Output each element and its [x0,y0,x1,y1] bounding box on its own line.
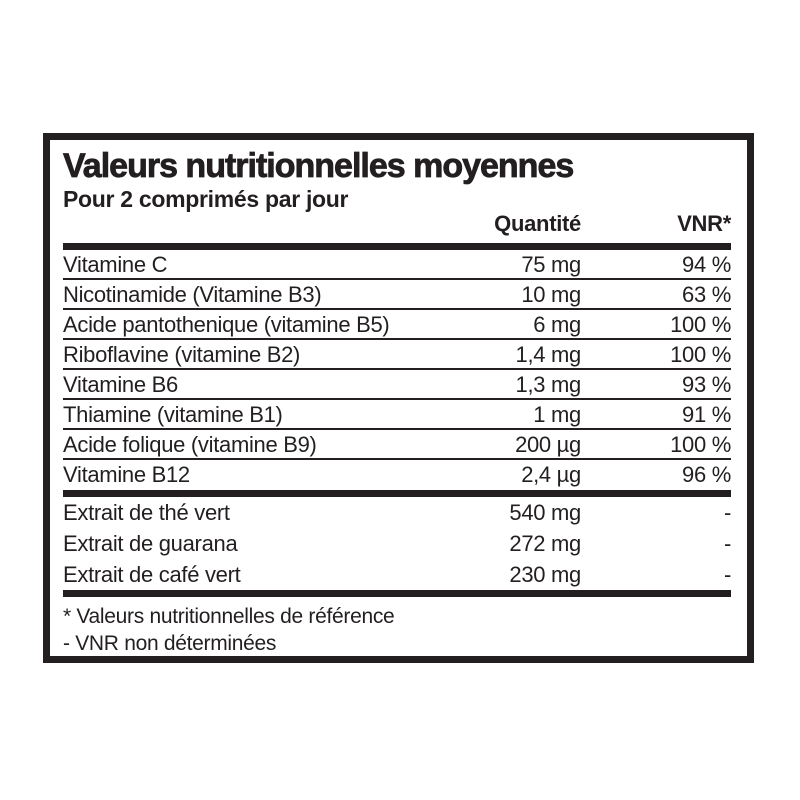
table-row: Vitamine B6 1,3 mg 93 % [63,370,731,401]
row-quantity: 10 mg [521,282,581,308]
table-row: Acide pantothenique (vitamine B5) 6 mg 1… [63,310,731,341]
row-quantity: 2,4 µg [521,462,581,488]
row-label: Acide pantothenique (vitamine B5) [63,312,390,338]
row-label: Riboflavine (vitamine B2) [63,342,301,368]
row-label: Extrait de thé vert [63,500,230,526]
row-quantity: 540 mg [509,500,581,526]
row-label: Thiamine (vitamine B1) [63,402,283,428]
row-quantity: 1,3 mg [515,372,582,398]
table-row: Acide folique (vitamine B9) 200 µg 100 % [63,430,731,461]
row-label: Nicotinamide (Vitamine B3) [63,282,322,308]
footnotes: * Valeurs nutritionnelles de référence -… [63,603,731,656]
row-vnr: 100 % [670,312,731,338]
row-label: Vitamine B6 [63,372,178,398]
table-row: Thiamine (vitamine B1) 1 mg 91 % [63,400,731,431]
column-header-vnr: VNR* [677,211,731,237]
nutrition-label-box: Valeurs nutritionnelles moyennes Pour 2 … [43,133,754,663]
table-row: Extrait de thé vert 540 mg - [63,497,731,528]
column-header-quantity: Quantité [494,211,581,237]
table-row: Extrait de guarana 272 mg - [63,528,731,559]
footnote-reference: * Valeurs nutritionnelles de référence [63,605,395,629]
row-vnr: 63 % [682,282,731,308]
label-subtitle: Pour 2 comprimés par jour [63,186,349,213]
table-row: Nicotinamide (Vitamine B3) 10 mg 63 % [63,280,731,311]
row-vnr: 100 % [670,432,731,458]
label-title: Valeurs nutritionnelles moyennes [63,147,575,186]
divider-vitamins-extracts [63,490,731,498]
divider-extracts-footnotes [63,590,731,598]
row-quantity: 1,4 mg [515,342,582,368]
row-quantity: 75 mg [521,252,581,278]
table-header-row: Quantité VNR* [63,212,731,236]
table-row: Vitamine C 75 mg 94 % [63,250,731,281]
row-vnr: - [723,500,731,526]
table-row: Riboflavine (vitamine B2) 1,4 mg 100 % [63,340,731,371]
row-vnr: 91 % [682,402,731,428]
row-label: Acide folique (vitamine B9) [63,432,317,458]
row-vnr: 96 % [682,462,731,488]
row-vnr: - [723,531,731,557]
row-quantity: 200 µg [515,432,581,458]
row-label: Vitamine C [63,252,168,278]
table-row: Extrait de café vert 230 mg - [63,559,731,590]
footnote-vnr-undetermined: - VNR non déterminées [63,632,277,656]
row-label: Extrait de café vert [63,562,241,588]
row-vnr: 94 % [682,252,731,278]
row-quantity: 272 mg [509,531,581,557]
row-quantity: 6 mg [533,312,581,338]
row-vnr: - [723,562,731,588]
row-vnr: 100 % [670,342,731,368]
row-quantity: 230 mg [509,562,581,588]
row-label: Vitamine B12 [63,462,190,488]
row-label: Extrait de guarana [63,531,238,557]
divider-header [63,243,731,251]
row-vnr: 93 % [682,372,731,398]
table-row: Vitamine B12 2,4 µg 96 % [63,460,731,490]
row-quantity: 1 mg [533,402,581,428]
